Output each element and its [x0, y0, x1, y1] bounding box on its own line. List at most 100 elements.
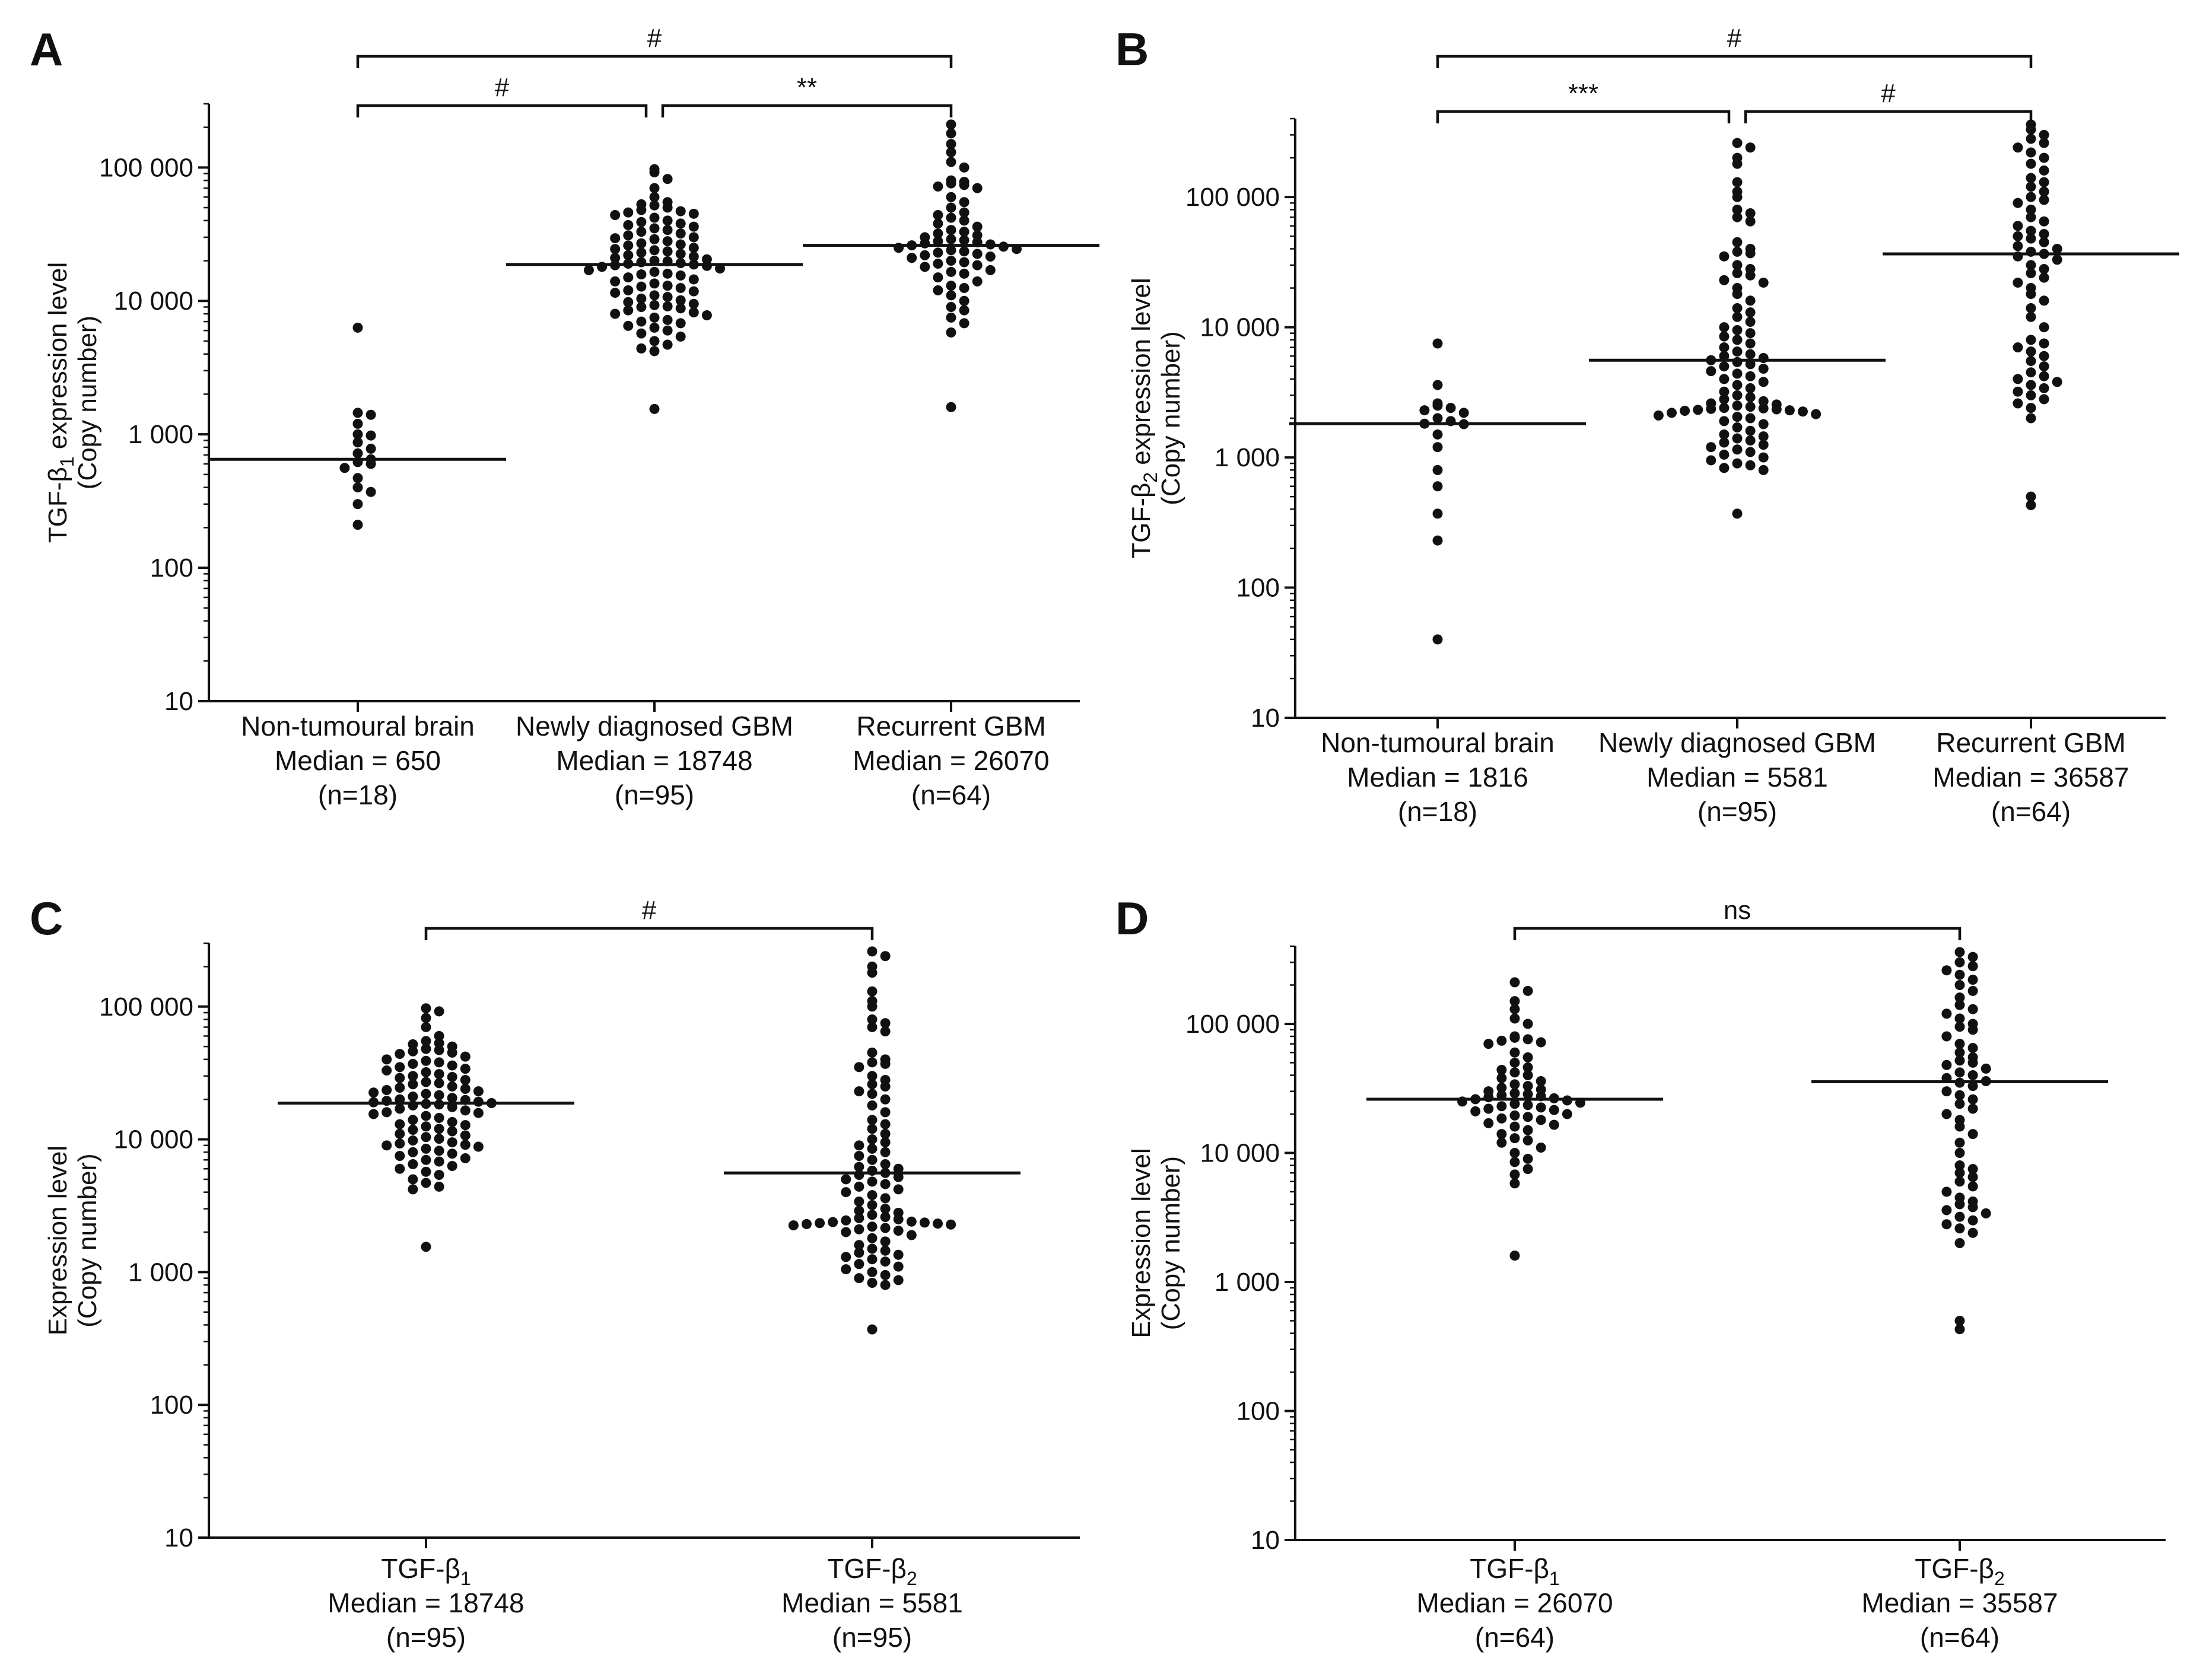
significance-label: ns — [1724, 896, 1751, 925]
data-point — [1419, 405, 1430, 416]
data-point — [1954, 1199, 1965, 1210]
y-tick-label: 10 — [164, 687, 193, 716]
data-point — [352, 499, 363, 510]
data-point — [867, 1001, 878, 1012]
data-point — [933, 228, 943, 239]
significance-label: # — [642, 896, 657, 925]
data-point — [867, 1267, 878, 1277]
y-tick-label: 1 000 — [128, 420, 193, 449]
data-point — [1745, 328, 1756, 339]
data-point — [649, 322, 660, 333]
data-point — [933, 181, 943, 192]
data-point — [2039, 295, 2049, 306]
data-point — [880, 951, 891, 962]
data-point — [946, 312, 956, 323]
data-point — [649, 300, 660, 310]
data-point — [447, 1116, 457, 1127]
category-name: TGF-β — [1915, 1553, 1994, 1584]
data-point — [447, 1047, 457, 1058]
data-point — [1522, 1034, 1533, 1045]
data-point — [1745, 208, 1756, 219]
y-axis-label-subscript: 1 — [56, 456, 78, 467]
y-tick-label: 10 000 — [113, 287, 193, 316]
data-point — [841, 1227, 851, 1237]
data-point — [434, 1134, 444, 1144]
data-point — [880, 1119, 891, 1129]
category-name-subscript: 2 — [907, 1568, 917, 1589]
data-point — [1967, 1181, 1978, 1192]
data-point — [1706, 455, 1716, 466]
data-point — [1745, 270, 1756, 281]
data-point — [1719, 322, 1730, 333]
data-point — [959, 235, 969, 246]
data-point — [408, 1135, 418, 1146]
data-point — [1509, 1251, 1520, 1261]
category-name-subscript: 2 — [1994, 1568, 2005, 1589]
data-point — [1509, 1110, 1520, 1121]
data-point — [352, 473, 363, 483]
y-axis-label-rest: expression level — [1127, 278, 1156, 472]
data-point — [2013, 386, 2023, 397]
data-point — [623, 219, 634, 230]
data-point — [382, 1107, 392, 1118]
data-point — [2026, 403, 2036, 413]
data-point — [1719, 331, 1730, 342]
category-name: Recurrent GBM — [856, 711, 1046, 742]
category-median: Median = 650 — [275, 745, 441, 776]
data-point — [675, 318, 686, 329]
y-tick-label: 10 000 — [113, 1125, 193, 1154]
data-point — [972, 276, 983, 287]
data-point — [959, 257, 969, 268]
data-point — [854, 1151, 864, 1162]
data-point — [867, 1057, 878, 1068]
data-point — [880, 1058, 891, 1069]
data-point — [1758, 377, 1769, 387]
data-point — [395, 1073, 405, 1083]
data-point — [434, 1169, 444, 1180]
data-point — [675, 228, 686, 239]
data-point — [1732, 412, 1743, 422]
data-point — [1745, 349, 1756, 359]
y-axis-label-line1: TGF-β1 expression level — [43, 262, 78, 543]
data-point — [854, 1273, 864, 1284]
data-point — [788, 1220, 799, 1231]
data-point — [1483, 1118, 1494, 1128]
category-median: Median = 1816 — [1347, 762, 1528, 793]
data-point — [933, 1218, 943, 1229]
data-point — [1967, 1057, 1978, 1068]
significance-bracket — [1513, 927, 1962, 940]
significance-bracket — [424, 927, 874, 940]
data-point — [1954, 1137, 1965, 1148]
y-tick-label: 100 000 — [99, 153, 193, 182]
category-n: (n=64) — [911, 779, 991, 810]
data-point — [434, 1124, 444, 1134]
data-point — [649, 192, 660, 202]
data-point — [395, 1103, 405, 1114]
data-point — [1732, 237, 1743, 247]
data-point — [854, 1213, 864, 1223]
data-point — [854, 1224, 864, 1234]
data-point — [854, 1248, 864, 1258]
data-point — [610, 210, 621, 221]
data-point — [1967, 1043, 1978, 1054]
data-point — [854, 1169, 864, 1180]
data-point — [841, 1174, 851, 1185]
data-point — [382, 1085, 392, 1096]
significance-bracket — [661, 104, 953, 117]
data-point — [1522, 1081, 1533, 1092]
data-point — [1941, 1205, 1952, 1216]
data-point — [1758, 431, 1769, 442]
data-point — [2039, 129, 2049, 140]
data-point — [623, 250, 634, 260]
data-point — [1941, 1008, 1952, 1019]
data-point — [1745, 435, 1756, 446]
significance-label: *** — [1568, 79, 1598, 108]
data-point — [421, 1143, 431, 1154]
data-point — [408, 1184, 418, 1195]
data-point — [1798, 406, 1808, 417]
data-point — [946, 128, 956, 139]
data-point — [867, 1154, 878, 1165]
y-tick-label: 100 — [150, 553, 193, 583]
data-point — [352, 520, 363, 530]
data-point — [867, 1047, 878, 1058]
